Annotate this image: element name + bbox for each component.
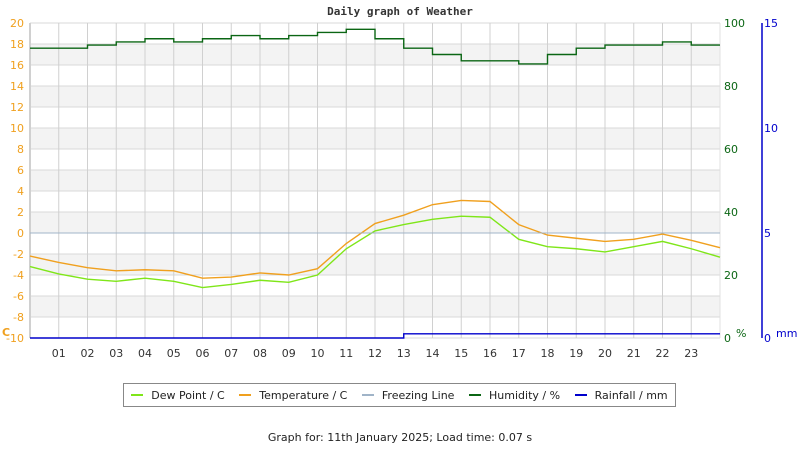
y-axis-left-tick: 10 — [10, 122, 24, 135]
x-axis-tick: 20 — [598, 347, 612, 360]
chart-plot: 20181614121086420-2-4-6-8-10C10080604020… — [2, 17, 797, 360]
y-axis-rain-unit: mm — [776, 327, 797, 340]
legend-label: Freezing Line — [381, 388, 455, 402]
x-axis-tick: 13 — [397, 347, 411, 360]
legend-swatch-icon — [361, 394, 374, 396]
y-axis-rain-tick: 0 — [764, 332, 771, 345]
x-axis-tick: 09 — [282, 347, 296, 360]
chart-legend: Dew Point / C Temperature / C Freezing Lin… — [123, 383, 676, 407]
x-axis-tick: 06 — [196, 347, 210, 360]
x-axis-tick: 14 — [426, 347, 440, 360]
y-axis-left-tick: 12 — [10, 101, 24, 114]
x-axis-tick: 07 — [224, 347, 238, 360]
chart-title: Daily graph of Weather — [327, 5, 473, 18]
series-dew-line — [29, 215, 721, 289]
y-axis-humidity-tick: 60 — [724, 143, 738, 156]
series-rainfall-line — [30, 333, 720, 339]
x-axis-tick: 10 — [311, 347, 325, 360]
legend-label: Temperature / C — [259, 388, 348, 402]
x-axis-tick: 23 — [684, 347, 698, 360]
legend-label: Dew Point / C — [151, 388, 225, 402]
x-axis-tick: 11 — [339, 347, 353, 360]
y-axis-left-tick: -6 — [13, 290, 24, 303]
y-axis-left-tick: -8 — [13, 311, 24, 324]
y-axis-left-tick: 14 — [10, 80, 24, 93]
x-axis-tick: 15 — [454, 347, 468, 360]
y-axis-left-tick: 2 — [17, 206, 24, 219]
y-axis-humidity-unit: % — [736, 327, 746, 340]
legend-swatch-icon — [574, 394, 587, 396]
y-axis-left-tick: 0 — [17, 227, 24, 240]
series-humidity-line — [30, 28, 720, 65]
x-axis-tick: 01 — [52, 347, 66, 360]
y-axis-left-tick: 8 — [17, 143, 24, 156]
y-axis-humidity-tick: 80 — [724, 80, 738, 93]
legend-swatch-icon — [469, 394, 482, 396]
series-temperature-line — [29, 199, 721, 279]
y-axis-left-tick: 4 — [17, 185, 24, 198]
x-axis-tick: 18 — [541, 347, 555, 360]
x-axis-tick: 04 — [138, 347, 152, 360]
legend-swatch-icon — [239, 394, 252, 396]
x-axis-tick: 16 — [483, 347, 497, 360]
legend-swatch-icon — [131, 394, 144, 396]
y-axis-left-tick: 6 — [17, 164, 24, 177]
legend-item: Dew Point / C — [131, 388, 225, 402]
x-axis-tick: 05 — [167, 347, 181, 360]
y-axis-humidity-tick: 100 — [724, 17, 745, 30]
x-axis-tick: 03 — [109, 347, 123, 360]
legend-label: Humidity / % — [489, 388, 561, 402]
legend-item: Freezing Line — [361, 388, 455, 402]
y-axis-humidity-tick: 20 — [724, 269, 738, 282]
x-axis-tick: 17 — [512, 347, 526, 360]
legend-label: Rainfall / mm — [594, 388, 668, 402]
y-axis-left-tick: 20 — [10, 17, 24, 30]
legend-item: Temperature / C — [239, 389, 347, 402]
y-axis-rain-tick: 10 — [764, 122, 778, 135]
legend-item: Humidity / % — [469, 389, 560, 402]
x-axis-tick: 19 — [569, 347, 583, 360]
legend-item: Rainfall / mm — [574, 388, 668, 402]
y-axis-left-tick: -4 — [13, 269, 24, 282]
y-axis-rain-tick: 5 — [764, 227, 771, 240]
y-axis-humidity-tick: 0 — [724, 332, 731, 345]
x-axis-tick: 21 — [627, 347, 641, 360]
y-axis-left-tick: -2 — [13, 248, 24, 261]
x-axis-tick: 02 — [81, 347, 95, 360]
y-axis-left-tick: 18 — [10, 38, 24, 51]
footer-status: Graph for: 11th January 2025; Load time:… — [267, 431, 533, 444]
x-axis-tick: 22 — [656, 347, 670, 360]
x-axis-tick: 12 — [368, 347, 382, 360]
x-axis-tick: 08 — [253, 347, 267, 360]
y-axis-left-unit: C — [2, 326, 10, 339]
y-axis-humidity-tick: 40 — [724, 206, 738, 219]
y-axis-left-tick: -10 — [6, 332, 24, 345]
y-axis-rain-tick: 15 — [764, 17, 778, 30]
y-axis-left-tick: 16 — [10, 59, 24, 72]
